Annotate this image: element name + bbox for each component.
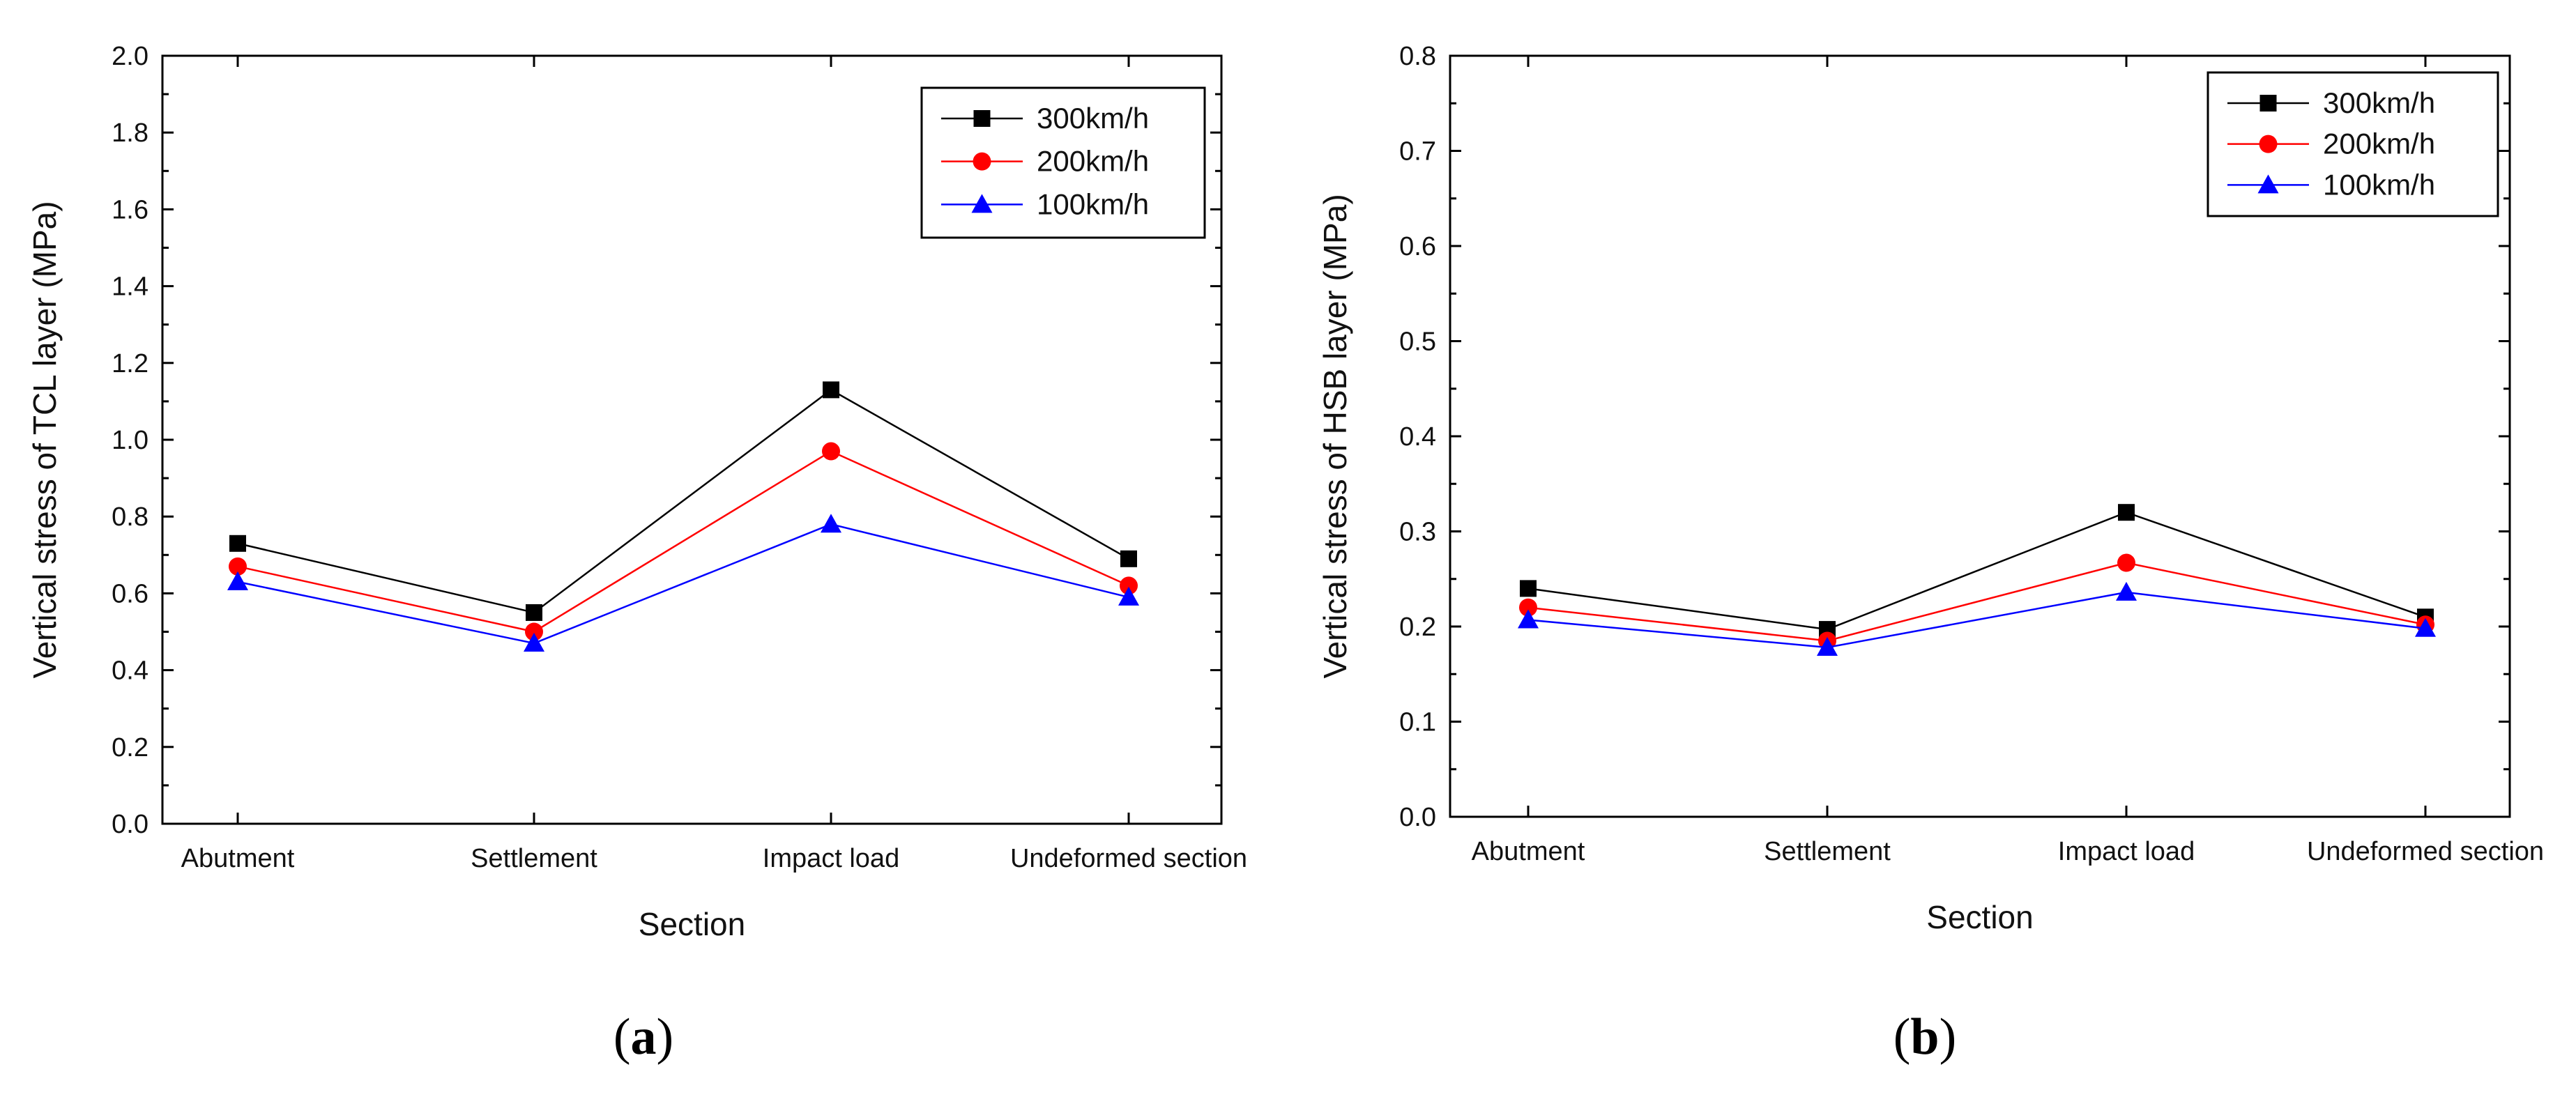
legend-label: 200km/h	[2323, 128, 2435, 160]
data-point-circle	[229, 557, 247, 576]
data-point-circle	[1519, 598, 1537, 617]
data-point-circle	[2117, 553, 2135, 572]
legend-label: 200km/h	[1037, 145, 1149, 178]
panel-label: (b)	[1893, 1008, 1956, 1066]
data-point-triangle	[1518, 609, 1539, 629]
data-point-square	[2118, 504, 2135, 521]
data-point-circle	[1120, 576, 1138, 595]
y-axis-title: Vertical stress of HSB layer (MPa)	[1317, 194, 1353, 678]
y-tick-label: 1.8	[112, 118, 148, 148]
x-tick-label: Settlement	[471, 844, 597, 873]
panel-label-letter: b	[1910, 1008, 1939, 1066]
data-point-circle	[822, 442, 840, 461]
y-tick-label: 0.3	[1399, 518, 1436, 547]
x-tick-label: Settlement	[1764, 837, 1891, 866]
chart-a-svg: 0.0 0.2 0.4 0.6 0.8 1.0 1.2 1.4 1.6 1.8 2.0 Abutmen…	[26, 42, 1247, 1066]
y-tick-label: 0.8	[112, 502, 148, 532]
y-tick-label: 1.0	[112, 426, 148, 455]
panel-label-open: (	[1893, 1008, 1911, 1066]
y-tick-label: 0.6	[1399, 232, 1436, 261]
y-tick-label: 1.6	[112, 195, 148, 224]
data-point-triangle	[821, 514, 841, 533]
panel-label-close: )	[657, 1008, 674, 1066]
y-tick-label: 1.4	[112, 272, 148, 302]
legend-marker-triangle	[971, 194, 993, 213]
x-tick-label: Undeformed section	[1010, 844, 1247, 873]
y-axis-title: Vertical stress of TCL layer (MPa)	[26, 201, 63, 678]
y-tick-label: 0.4	[112, 656, 148, 686]
panel-label-close: )	[1939, 1008, 1957, 1066]
panel-label-letter: a	[631, 1008, 657, 1066]
y-tick-label: 0.4	[1399, 422, 1436, 452]
data-point-circle	[525, 622, 543, 641]
chart-b-svg: 0.0 0.1 0.2 0.3 0.4 0.5 0.6 0.7 0.8 Abutment Settl…	[1317, 42, 2544, 1066]
series-line-300km-h	[237, 388, 1129, 614]
y-tick-label: 0.1	[1399, 708, 1436, 737]
data-point-triangle	[1118, 586, 1139, 606]
y-tick-label: 0.0	[112, 810, 148, 839]
data-point-triangle	[524, 633, 544, 652]
chart-panel-b: 0.0 0.1 0.2 0.3 0.4 0.5 0.6 0.7 0.8 Abutment Settl…	[1288, 0, 2576, 1106]
data-point-triangle	[1817, 637, 1838, 656]
panel-label-open: (	[613, 1008, 631, 1066]
y-tick-label: 2.0	[112, 42, 148, 71]
y-tick-label: 0.2	[112, 733, 148, 762]
x-tick-label: Abutment	[1472, 837, 1585, 866]
legend-label: 100km/h	[2323, 168, 2435, 201]
x-tick-label: Impact load	[763, 844, 899, 873]
data-point-square	[526, 604, 542, 621]
legend-marker-circle	[2259, 135, 2278, 153]
data-point-triangle	[227, 571, 248, 590]
legend-marker-square	[2259, 95, 2277, 112]
y-tick-label: 0.5	[1399, 328, 1436, 357]
series-line-200km-h	[237, 450, 1129, 633]
legend-marker-square	[973, 110, 991, 127]
y-tick-label: 0.8	[1399, 42, 1436, 71]
panel-label: (a)	[613, 1008, 673, 1066]
data-point-square	[1520, 580, 1537, 597]
series-line-300km-h	[1527, 511, 2426, 631]
data-point-triangle	[2116, 581, 2137, 601]
x-tick-label: Impact load	[2058, 837, 2195, 866]
x-tick-label: Undeformed section	[2307, 837, 2544, 866]
series-line-100km-h	[237, 523, 1129, 645]
legend-label: 100km/h	[1037, 187, 1149, 220]
y-tick-label: 0.0	[1399, 803, 1436, 832]
series-line-200km-h	[1527, 562, 2426, 642]
x-axis-title: Section	[639, 906, 745, 942]
data-point-square	[823, 381, 839, 399]
legend-label: 300km/h	[2323, 86, 2435, 119]
chart-panel-a: 0.0 0.2 0.4 0.6 0.8 1.0 1.2 1.4 1.6 1.8 2.0 Abutmen…	[26, 42, 1247, 1066]
series-line-100km-h	[1527, 591, 2426, 649]
x-tick-label: Abutment	[181, 844, 295, 873]
data-point-square	[229, 535, 246, 552]
data-point-triangle	[2415, 617, 2436, 637]
x-axis-title: Section	[1926, 899, 2033, 935]
legend-label: 300km/h	[1037, 102, 1149, 135]
y-tick-label: 0.2	[1399, 613, 1436, 642]
legend-marker-circle	[973, 152, 991, 171]
legend-marker-triangle	[2257, 174, 2279, 194]
legend-box	[920, 86, 1206, 239]
y-tick-label: 0.7	[1399, 137, 1436, 167]
y-tick-label: 0.6	[112, 579, 148, 608]
y-tick-label: 1.2	[112, 349, 148, 378]
data-point-square	[1120, 550, 1137, 567]
